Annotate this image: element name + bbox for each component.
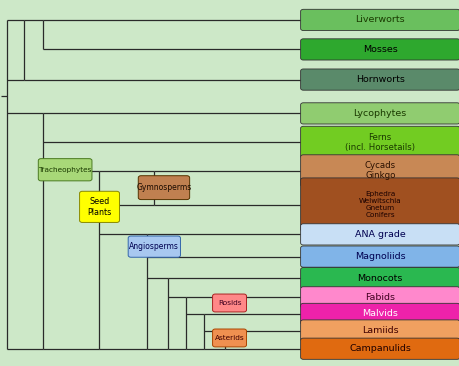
Text: ANA grade: ANA grade <box>354 230 405 239</box>
Text: Liverworts: Liverworts <box>355 15 404 25</box>
Text: Mosses: Mosses <box>362 45 397 54</box>
FancyBboxPatch shape <box>138 176 189 199</box>
FancyBboxPatch shape <box>300 303 459 325</box>
FancyBboxPatch shape <box>300 9 459 30</box>
FancyBboxPatch shape <box>300 320 459 341</box>
FancyBboxPatch shape <box>300 338 459 359</box>
FancyBboxPatch shape <box>300 69 459 90</box>
FancyBboxPatch shape <box>300 246 459 267</box>
Text: Ferns
(incl. Horsetails): Ferns (incl. Horsetails) <box>344 132 414 152</box>
Text: Gymnosperms: Gymnosperms <box>136 183 191 192</box>
Text: Tracheophytes: Tracheophytes <box>39 167 92 173</box>
FancyBboxPatch shape <box>300 126 459 158</box>
Text: Malvids: Malvids <box>362 309 397 318</box>
Text: Rosids: Rosids <box>217 300 241 306</box>
FancyBboxPatch shape <box>300 178 459 231</box>
FancyBboxPatch shape <box>300 103 459 124</box>
Text: Lamiids: Lamiids <box>361 326 397 335</box>
Text: Angiosperms: Angiosperms <box>129 242 179 251</box>
Text: Hornworts: Hornworts <box>355 75 404 84</box>
FancyBboxPatch shape <box>212 329 246 347</box>
FancyBboxPatch shape <box>300 224 459 245</box>
FancyBboxPatch shape <box>300 39 459 60</box>
Text: Monocots: Monocots <box>357 274 402 283</box>
FancyBboxPatch shape <box>212 294 246 312</box>
Text: Campanulids: Campanulids <box>348 344 410 353</box>
Text: Cycads
Ginkgo: Cycads Ginkgo <box>364 161 395 180</box>
Text: Magnoliids: Magnoliids <box>354 252 405 261</box>
Text: Lycophytes: Lycophytes <box>353 109 406 118</box>
FancyBboxPatch shape <box>300 287 459 308</box>
FancyBboxPatch shape <box>300 268 459 289</box>
FancyBboxPatch shape <box>300 155 459 187</box>
Text: Asterids: Asterids <box>214 335 244 341</box>
FancyBboxPatch shape <box>38 158 92 181</box>
Text: Seed
Plants: Seed Plants <box>87 197 112 217</box>
Text: Ephedra
Welwitschia
Gnetum
Conifers: Ephedra Welwitschia Gnetum Conifers <box>358 191 401 218</box>
FancyBboxPatch shape <box>79 191 119 223</box>
Text: Fabids: Fabids <box>364 293 394 302</box>
FancyBboxPatch shape <box>128 236 180 257</box>
